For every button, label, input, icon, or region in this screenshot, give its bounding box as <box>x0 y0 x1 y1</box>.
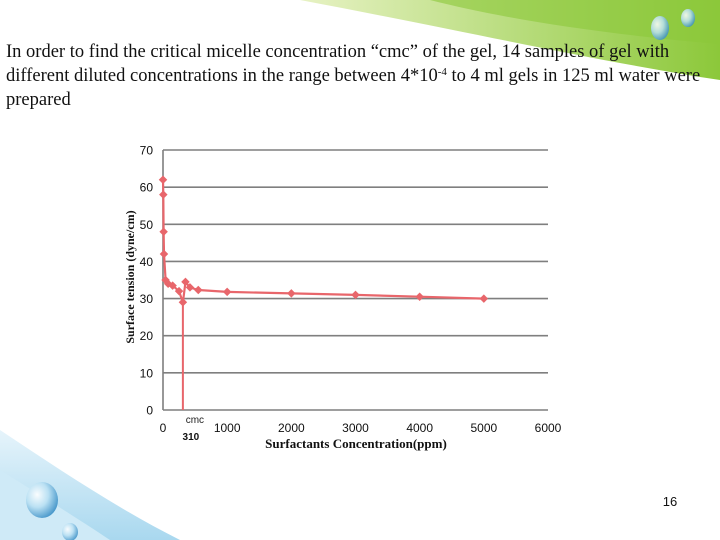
data-point <box>181 277 190 287</box>
x-tick-label: 6000 <box>535 421 562 435</box>
data-point <box>158 175 168 184</box>
data-point <box>351 290 360 300</box>
y-tick-label: 50 <box>140 218 154 232</box>
cmc-value-label: 310 <box>183 432 200 443</box>
data-point <box>168 281 177 290</box>
data-point <box>174 286 184 296</box>
x-tick-label: 1000 <box>214 421 241 435</box>
data-point <box>415 292 424 301</box>
description-exponent: -4 <box>437 66 447 78</box>
x-tick-label: 0 <box>160 421 167 435</box>
x-tick-label: 3000 <box>342 421 369 435</box>
slide-description: In order to find the critical micelle co… <box>6 40 712 112</box>
y-tick-label: 60 <box>140 181 154 195</box>
data-point <box>222 287 232 297</box>
y-tick-label: 10 <box>140 366 154 380</box>
data-point <box>479 294 489 303</box>
cmc-label: cmc <box>186 415 204 426</box>
data-point <box>185 283 195 292</box>
x-tick-label: 2000 <box>278 421 305 435</box>
y-axis-title: Surface tension (dyne/cm) <box>123 210 137 343</box>
page-number: 16 <box>662 494 678 509</box>
data-point <box>159 190 168 199</box>
data-point <box>194 285 203 295</box>
description-text-main: In order to find the critical micelle co… <box>6 42 670 86</box>
y-tick-label: 20 <box>140 329 154 343</box>
chart-axes <box>162 150 548 411</box>
data-point <box>159 227 168 236</box>
data-point <box>287 289 296 298</box>
top-wave-accent <box>430 0 720 44</box>
y-tick-labels: 0 10 20 30 40 50 60 70 <box>140 144 154 418</box>
chart-labels: cmc 310 Surfactants Concentration(ppm) Surf… <box>123 210 447 451</box>
series-line <box>161 179 484 304</box>
chart-gridlines <box>163 149 548 374</box>
x-axis-title: Surfactants Concentration(ppm) <box>265 436 447 451</box>
y-tick-label: 30 <box>140 292 154 306</box>
description-text-end: to 4 ml gels in 125 ml water were prepar… <box>6 66 701 110</box>
data-point <box>178 298 188 307</box>
y-tick-label: 70 <box>140 144 154 158</box>
x-tick-label: 5000 <box>470 421 497 435</box>
x-tick-labels: 0 1000 2000 3000 4000 5000 6000 <box>160 421 562 435</box>
y-tick-label: 40 <box>140 255 154 269</box>
y-tick-label: 0 <box>146 404 153 418</box>
water-drop-icon <box>26 9 695 540</box>
chart-series <box>158 175 489 410</box>
x-tick-label: 4000 <box>406 421 433 435</box>
data-point <box>159 249 169 259</box>
